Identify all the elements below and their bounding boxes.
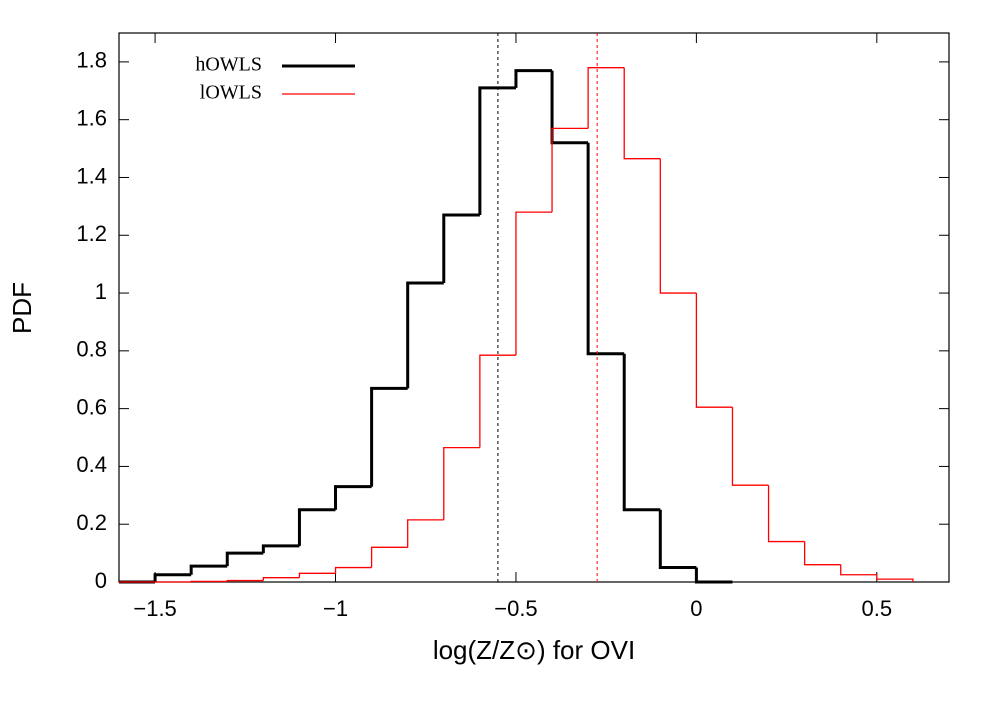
- histogram-step: [695, 293, 733, 408]
- histogram-step: [297, 508, 336, 546]
- histogram-step: [443, 446, 480, 520]
- x-tick-label: 0: [690, 596, 702, 621]
- histogram-step: [225, 551, 264, 567]
- x-axis-label: log(Z/Z⊙) for OVI: [433, 635, 635, 665]
- histogram-step: [406, 281, 444, 389]
- histogram-step: [226, 579, 264, 582]
- y-tick-label: 0.4: [76, 452, 107, 477]
- x-tick-label: −1.5: [133, 596, 176, 621]
- histogram-step: [587, 67, 625, 129]
- legend-label: hOWLS: [195, 54, 262, 76]
- legend-label: lOWLS: [200, 82, 262, 104]
- histogram-step: [804, 541, 841, 566]
- histogram-step: [407, 519, 444, 548]
- histogram-step: [370, 546, 408, 568]
- histogram-step: [370, 386, 408, 487]
- histogram-step: [550, 70, 589, 145]
- histogram-step: [658, 509, 697, 570]
- histogram-step: [190, 580, 228, 583]
- x-tick-label: −1: [323, 596, 348, 621]
- histogram-step: [623, 67, 661, 160]
- histogram-step: [840, 564, 877, 576]
- y-tick-label: 0.8: [76, 337, 107, 362]
- histogram-step: [153, 573, 192, 582]
- histogram-step: [767, 485, 805, 543]
- histogram-step: [262, 577, 300, 581]
- x-tick-label: −0.5: [494, 596, 537, 621]
- histogram-step: [586, 142, 625, 356]
- y-tick-label: 1: [95, 279, 107, 304]
- histogram-step: [551, 127, 589, 213]
- histogram-step: [478, 86, 516, 216]
- histogram-step: [731, 407, 769, 486]
- histogram-step: [442, 213, 480, 283]
- histogram-step: [622, 353, 661, 512]
- plot-frame: [118, 32, 950, 583]
- histogram-step: [334, 485, 372, 510]
- histogram-step: [876, 574, 914, 582]
- y-tick-label: 1.4: [76, 163, 107, 188]
- histogram-step: [515, 211, 553, 356]
- x-tick-label: 0.5: [862, 596, 893, 621]
- y-tick-label: 1.8: [76, 48, 107, 73]
- y-tick-label: 0.6: [76, 394, 107, 419]
- histogram-step: [694, 567, 733, 584]
- y-tick-label: 1.2: [76, 221, 107, 246]
- histogram-step: [479, 354, 516, 448]
- y-axis-label: PDF: [7, 282, 37, 334]
- histogram-step: [261, 544, 300, 554]
- histogram-step: [189, 564, 228, 575]
- y-tick-label: 1.6: [76, 105, 107, 130]
- histogram-step: [334, 566, 372, 574]
- histogram-step: [514, 69, 553, 88]
- histogram-step: [298, 572, 336, 578]
- y-tick-label: 0: [95, 568, 107, 593]
- histogram-step: [659, 158, 697, 294]
- y-tick-label: 0.2: [76, 510, 107, 535]
